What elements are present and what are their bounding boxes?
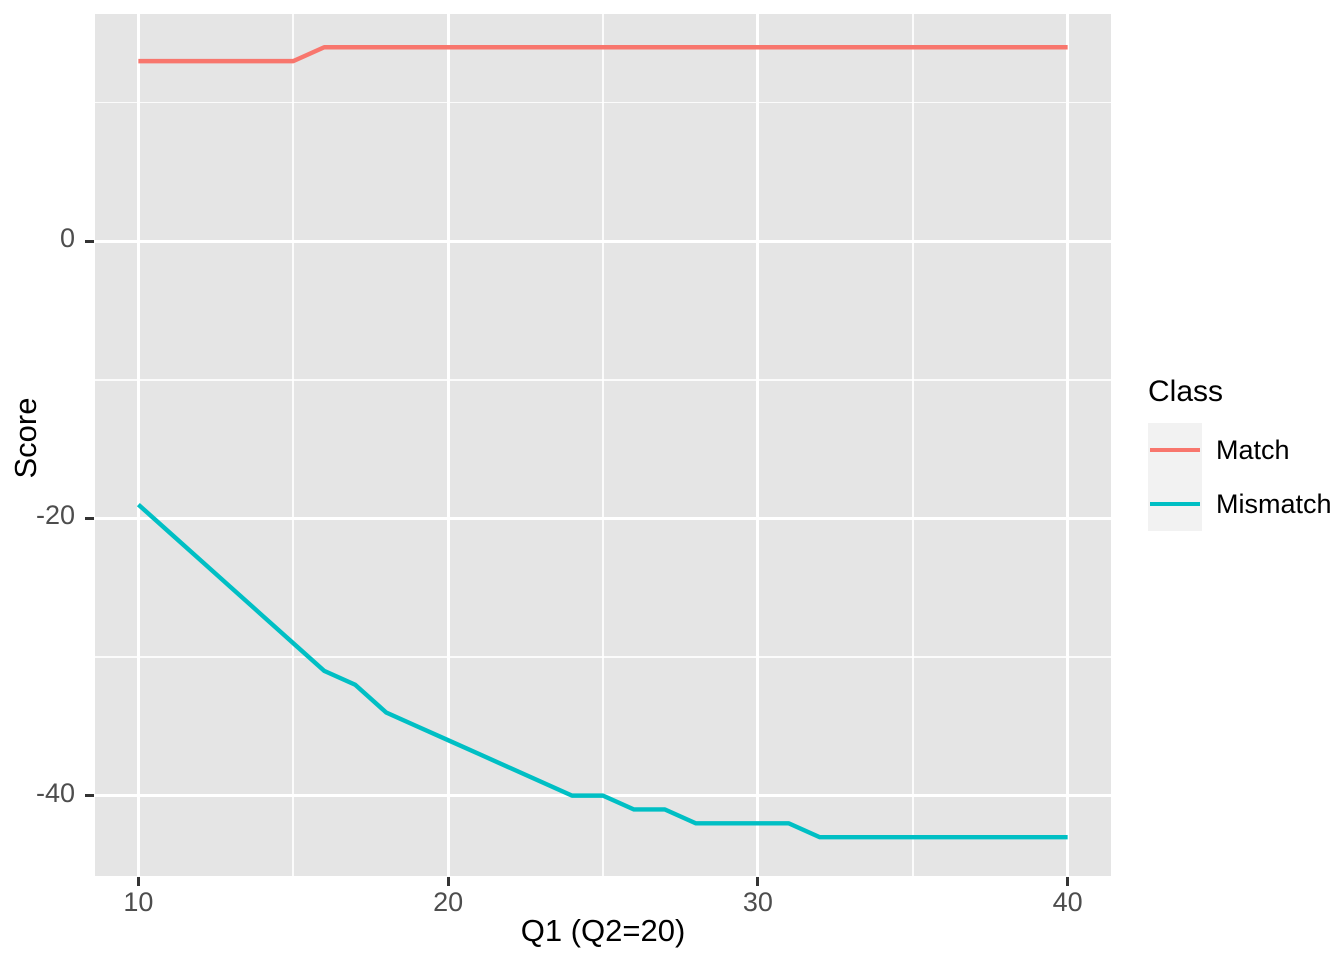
legend-title: Class <box>1148 375 1224 408</box>
legend-key-swatch <box>1148 477 1202 531</box>
x-axis-title: Q1 (Q2=20) <box>520 913 686 948</box>
y-tick-label: 0 <box>59 223 75 254</box>
legend-key-line-icon <box>1150 448 1200 452</box>
legend-key-line-icon <box>1150 502 1200 506</box>
y-tick-mark <box>85 794 94 798</box>
grid-line-major-y <box>95 516 1111 520</box>
grid-line-minor-y <box>95 656 1111 658</box>
x-tick-label: 20 <box>433 887 464 917</box>
chart-legend: Class Match Mismatch <box>1148 375 1338 531</box>
grid-line-major-y <box>95 239 1111 243</box>
plot-panel <box>95 14 1111 876</box>
x-tick-label: 10 <box>123 887 154 917</box>
series-line-match <box>138 45 1068 64</box>
x-tick-mark <box>1066 877 1070 886</box>
y-tick-label: -40 <box>35 777 75 808</box>
grid-line-major-x <box>136 14 140 876</box>
y-tick-mark <box>85 516 94 520</box>
x-tick-mark <box>756 877 760 886</box>
grid-line-major-x <box>756 14 760 876</box>
x-tick-mark <box>446 877 450 886</box>
legend-item-label: Mismatch <box>1216 488 1332 519</box>
x-tick-label: 30 <box>742 887 773 917</box>
grid-line-minor-x <box>912 14 914 876</box>
legend-item-mismatch[interactable]: Mismatch <box>1148 477 1338 531</box>
grid-line-major-x <box>446 14 450 876</box>
y-tick-label: -20 <box>35 500 75 531</box>
legend-entries: Match Mismatch <box>1148 423 1338 531</box>
grid-line-major-x <box>1066 14 1070 876</box>
legend-item-match[interactable]: Match <box>1148 423 1338 477</box>
x-tick-label: 40 <box>1052 887 1083 917</box>
y-tick-mark <box>85 239 94 243</box>
legend-key-swatch <box>1148 423 1202 477</box>
grid-line-minor-x <box>602 14 604 876</box>
x-tick-mark <box>136 877 140 886</box>
series-line-mismatch <box>136 502 1068 840</box>
grid-line-minor-y <box>95 101 1111 104</box>
grid-line-minor-y <box>95 379 1111 381</box>
plot-lines-layer <box>136 45 1068 840</box>
grid-line-minor-x <box>292 14 294 876</box>
y-axis-title: Score <box>8 397 43 479</box>
legend-item-label: Match <box>1216 434 1290 465</box>
